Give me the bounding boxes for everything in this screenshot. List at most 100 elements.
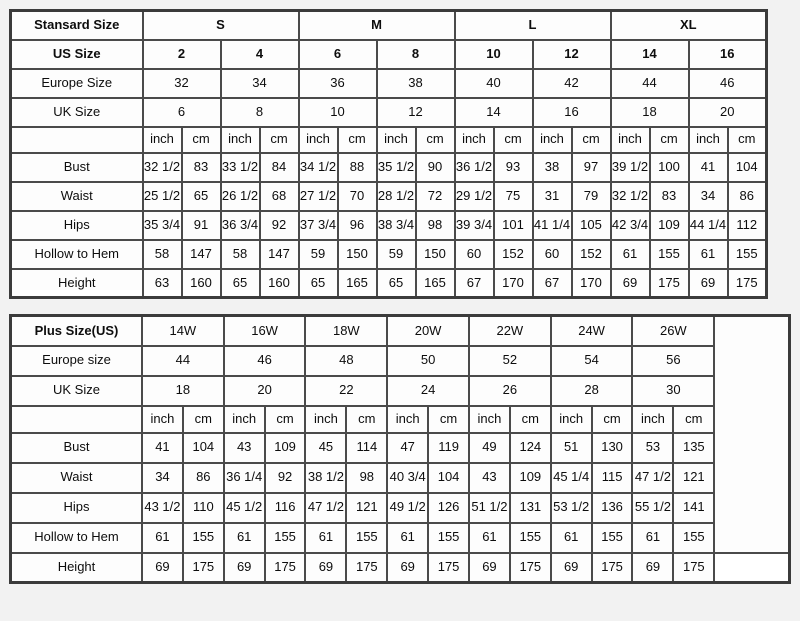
europe-size-value: 40 [453,67,534,99]
waist-value: 70 [336,180,378,212]
table-row-hollow-to-hem: Hollow to Hem 58 147 58 147 59 150 59 15… [9,238,768,270]
bust-value: 47 [386,431,430,464]
table-gap-spacer [9,299,791,314]
europe-size-value: 38 [375,67,456,99]
waist-value: 43 [467,461,511,494]
unit-header-cm: cm [181,404,225,434]
unit-header-inch: inch [304,404,348,434]
uk-size-value: 28 [549,374,634,407]
uk-size-value: 14 [453,96,534,128]
unit-header-inch: inch [141,125,183,154]
table-row-hips: Hips 35 3/4 91 36 3/4 92 37 3/4 96 38 3/… [9,209,768,241]
hips-value: 49 1/2 [386,491,430,524]
hollow-to-hem-value: 155 [590,521,634,554]
us-size-value: 6 [297,38,378,70]
bust-value: 33 1/2 [219,151,261,183]
waist-value: 98 [345,461,389,494]
hips-value: 35 3/4 [141,209,183,241]
unit-header-cm: cm [590,404,634,434]
hollow-to-hem-value: 61 [467,521,511,554]
waist-value: 36 1/4 [222,461,266,494]
bust-value: 34 1/2 [297,151,339,183]
europe-size-value: 36 [297,67,378,99]
height-value: 175 [345,551,389,584]
table-row-hips: Hips 43 1/2 110 45 1/2 116 47 1/2 121 49… [9,491,790,524]
unit-header-inch: inch [222,404,266,434]
uk-size-value: 20 [222,374,307,407]
row-label-europe-size: Europe size [9,344,143,377]
hips-value: 116 [263,491,307,524]
hollow-to-hem-value: 150 [414,238,456,270]
hips-value: 105 [570,209,612,241]
group-header-l: L [453,9,612,41]
hollow-to-hem-value: 58 [141,238,183,270]
us-size-value: 14 [609,38,690,70]
waist-value: 32 1/2 [609,180,651,212]
waist-value: 109 [508,461,552,494]
hollow-to-hem-value: 61 [222,521,266,554]
hollow-to-hem-value: 60 [531,238,573,270]
waist-value: 86 [726,180,768,212]
europe-size-value: 32 [141,67,222,99]
hollow-to-hem-value: 155 [726,238,768,270]
europe-size-value: 52 [467,344,552,377]
height-value: 160 [180,267,222,299]
hips-value: 141 [672,491,716,524]
unit-header-inch: inch [549,404,593,434]
height-value: 69 [631,551,675,584]
row-label-us-size: US Size [9,38,144,70]
waist-value: 27 1/2 [297,180,339,212]
hips-value: 38 3/4 [375,209,417,241]
bust-value: 53 [631,431,675,464]
hollow-to-hem-value: 155 [263,521,307,554]
waist-value: 79 [570,180,612,212]
hips-value: 36 3/4 [219,209,261,241]
unit-header-cm: cm [726,125,768,154]
height-value: 170 [492,267,534,299]
us-size-value: 10 [453,38,534,70]
hips-value: 92 [258,209,300,241]
height-value: 69 [687,267,729,299]
uk-size-value: 22 [304,374,389,407]
hollow-to-hem-value: 155 [345,521,389,554]
europe-size-value: 54 [549,344,634,377]
height-value: 69 [222,551,266,584]
uk-size-value: 16 [531,96,612,128]
hips-value: 96 [336,209,378,241]
table-row-europe-size: Europe size 44 46 48 50 52 54 56 [9,344,790,377]
bust-value: 84 [258,151,300,183]
unit-header-cm: cm [180,125,222,154]
unit-header-inch: inch [375,125,417,154]
row-label-height: Height [9,267,144,299]
row-label-hollow-to-hem: Hollow to Hem [9,238,144,270]
waist-value: 28 1/2 [375,180,417,212]
bust-value: 43 [222,431,266,464]
table-row-uk-size: UK Size 6 8 10 12 14 16 18 20 [9,96,768,128]
waist-value: 38 1/2 [304,461,348,494]
unit-header-inch: inch [140,404,184,434]
row-label-hips: Hips [9,209,144,241]
bust-value: 97 [570,151,612,183]
waist-value: 47 1/2 [631,461,675,494]
hollow-to-hem-value: 150 [336,238,378,270]
hollow-to-hem-value: 155 [181,521,225,554]
unit-header-cm: cm [414,125,456,154]
bust-value: 41 [687,151,729,183]
waist-value: 72 [414,180,456,212]
row-label-uk-size: UK Size [9,96,144,128]
hips-value: 42 3/4 [609,209,651,241]
waist-value: 92 [263,461,307,494]
bust-value: 38 [531,151,573,183]
table-row-height: Height 63 160 65 160 65 165 65 165 67 17… [9,267,768,299]
europe-size-value: 56 [631,344,716,377]
height-value: 67 [453,267,495,299]
bust-value: 130 [590,431,634,464]
height-value: 63 [141,267,183,299]
waist-value: 115 [590,461,634,494]
hollow-to-hem-value: 58 [219,238,261,270]
unit-row-blank-label [9,125,144,154]
empty-filler-cell [713,314,791,554]
waist-value: 104 [427,461,470,494]
uk-size-value: 26 [467,374,552,407]
table-row-us-size: US Size 2 4 6 8 10 12 14 16 [9,38,768,70]
